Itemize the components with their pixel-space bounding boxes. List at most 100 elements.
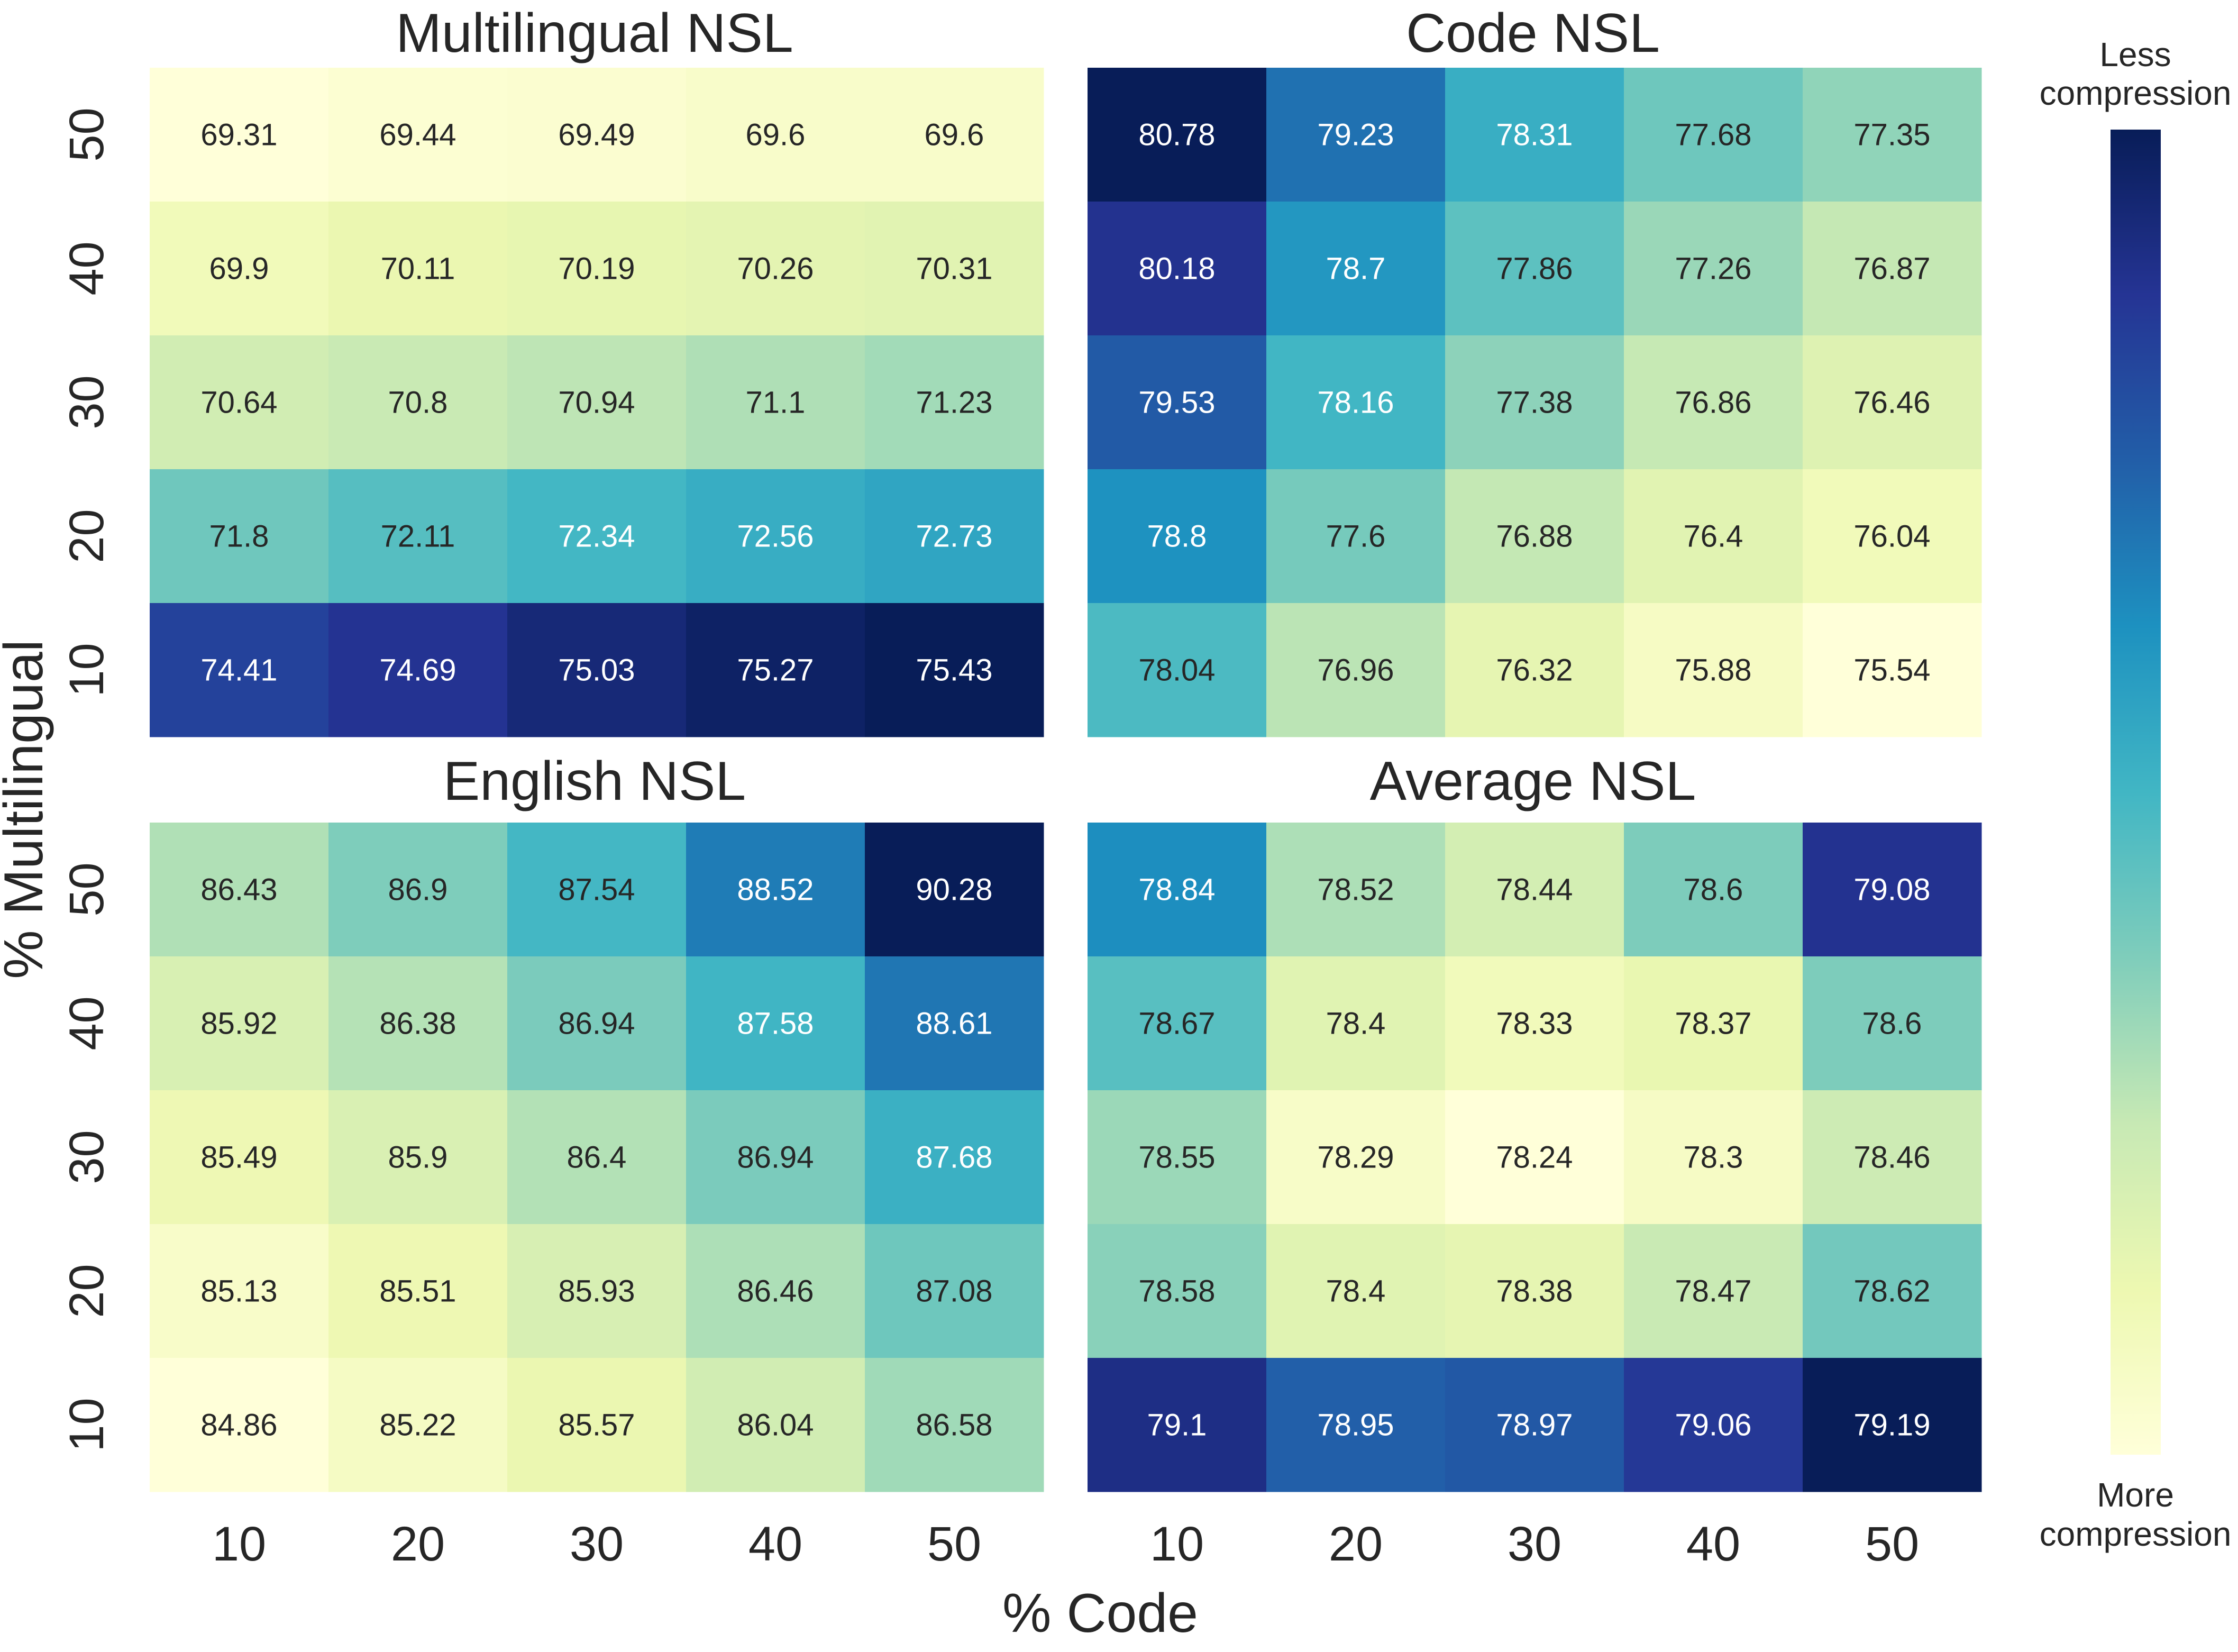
heatmap-cell: [1266, 956, 1446, 1091]
heatmap-cell: [1445, 202, 1624, 336]
heatmap-cell: [150, 1224, 329, 1358]
cell-value-label: 76.04: [1853, 519, 1930, 554]
average-nsl-panel: Average NSL 78.84 78.52 78.44 78.6 79.08 78.6…: [1088, 751, 1982, 1492]
cell-value-label: 69.31: [200, 118, 277, 152]
heatmap-cell: [1088, 469, 1267, 604]
heatmap-cell: [1803, 202, 1982, 336]
cell-value-label: 77.86: [1496, 252, 1573, 286]
heatmap-cell: [1445, 68, 1624, 202]
heatmap-cell: [1624, 1090, 1803, 1225]
heatmap-cell: [865, 1358, 1044, 1492]
heatmap-cell: [686, 956, 865, 1091]
cell-value-label: 72.73: [916, 519, 992, 554]
cell-value-label: 79.23: [1317, 118, 1394, 152]
heatmap-cell: [865, 1224, 1044, 1358]
cell-value-label: 78.4: [1326, 1274, 1386, 1309]
cell-value-label: 78.52: [1317, 873, 1394, 907]
heatmap-cell: [507, 202, 687, 336]
heatmap-cell: [1624, 603, 1803, 737]
heatmap-cell: [328, 68, 508, 202]
cell-value-label: 71.1: [746, 386, 806, 420]
heatmap-cell: [507, 603, 687, 737]
cell-value-label: 69.44: [379, 118, 456, 152]
heatmap-cell: [507, 1358, 687, 1492]
x-tick-label: 20: [1329, 1517, 1383, 1571]
heatmap-cell: [1445, 603, 1624, 737]
cell-value-label: 78.31: [1496, 118, 1573, 152]
cell-value-label: 70.64: [200, 386, 277, 420]
heatmap-cell: [865, 1090, 1044, 1225]
colorbar-top-label-line2: compression: [2040, 74, 2232, 112]
y-tick-label: 20: [60, 1264, 114, 1318]
heatmap-cell: [1445, 335, 1624, 470]
cell-value-label: 72.34: [558, 519, 635, 554]
heatmap-cell: [1266, 202, 1446, 336]
heatmap-cell: [1445, 823, 1624, 957]
heatmap-cell: [1624, 202, 1803, 336]
heatmap-cell: [1803, 1358, 1982, 1492]
cell-value-label: 86.43: [200, 873, 277, 907]
heatmap-cell: [1266, 335, 1446, 470]
cell-value-label: 76.87: [1853, 252, 1930, 286]
cell-value-label: 75.43: [916, 653, 992, 688]
heatmap-cell: [865, 202, 1044, 336]
heatmap-cell: [1445, 1224, 1624, 1358]
cell-value-label: 79.19: [1853, 1408, 1930, 1443]
cell-value-label: 78.6: [1862, 1007, 1922, 1041]
heatmap-cell: [1088, 823, 1267, 957]
heatmap-cell: [150, 823, 329, 957]
heatmap-cell: [686, 1224, 865, 1358]
cell-value-label: 72.56: [737, 519, 814, 554]
heatmap-cell: [1088, 603, 1267, 737]
heatmap-cell: [328, 1090, 508, 1225]
heatmap-cell: [150, 956, 329, 1091]
heatmap-cell: [507, 335, 687, 470]
x-tick-label: 50: [1865, 1517, 1919, 1571]
heatmap-cell: [686, 335, 865, 470]
cell-value-label: 78.3: [1684, 1140, 1743, 1175]
heatmap-cell: [507, 68, 687, 202]
y-tick-label: 30: [60, 375, 114, 429]
cell-value-label: 79.1: [1147, 1408, 1207, 1443]
cell-value-label: 69.49: [558, 118, 635, 152]
heatmap-cell: [507, 823, 687, 957]
x-axis-ticks: 10 20 30 40 50 10 20 30 40 50: [212, 1517, 1919, 1571]
heatmap-cell: [1803, 335, 1982, 470]
cell-value-label: 78.84: [1138, 873, 1215, 907]
cell-value-label: 79.06: [1675, 1408, 1751, 1443]
cell-value-label: 78.4: [1326, 1007, 1386, 1041]
heatmap-cell: [1624, 1224, 1803, 1358]
heatmap-cell: [1445, 956, 1624, 1091]
panel-title: English NSL: [443, 751, 746, 812]
heatmap-cell: [865, 823, 1044, 957]
heatmap-cell: [507, 956, 687, 1091]
panel-title: Average NSL: [1370, 751, 1696, 812]
heatmap-cell: [1803, 603, 1982, 737]
heatmap-cell: [1266, 823, 1446, 957]
heatmap-cell: [150, 469, 329, 604]
cell-value-label: 76.4: [1684, 519, 1743, 554]
y-tick-label: 40: [60, 996, 114, 1050]
y-tick-label: 40: [60, 241, 114, 295]
x-tick-label: 30: [570, 1517, 624, 1571]
multilingual-nsl-panel: Multilingual NSL 69.31 69.44 69.49 69.6 69.6…: [150, 3, 1044, 737]
cell-value-label: 78.16: [1317, 386, 1394, 420]
heatmap-cell: [1445, 1090, 1624, 1225]
heatmap-cell: [328, 469, 508, 604]
cell-value-label: 77.6: [1326, 519, 1386, 554]
heatmap-cell: [1266, 1358, 1446, 1492]
x-tick-label: 40: [1686, 1517, 1740, 1571]
heatmap-cell: [1624, 956, 1803, 1091]
cell-value-label: 85.22: [379, 1408, 456, 1443]
x-tick-label: 30: [1508, 1517, 1561, 1571]
cell-value-label: 70.8: [388, 386, 448, 420]
cell-value-label: 90.28: [916, 873, 992, 907]
cell-value-label: 78.58: [1138, 1274, 1215, 1309]
code-nsl-panel: Code NSL 80.78 79.23 78.31 77.68 77.35 80.18 7…: [1088, 3, 1982, 737]
heatmap-cell: [328, 823, 508, 957]
cell-value-label: 86.04: [737, 1408, 814, 1443]
heatmap-cell: [686, 202, 865, 336]
y-tick-label: 20: [60, 509, 114, 563]
cell-value-label: 70.19: [558, 252, 635, 286]
heatmap-cell: [1803, 1224, 1982, 1358]
